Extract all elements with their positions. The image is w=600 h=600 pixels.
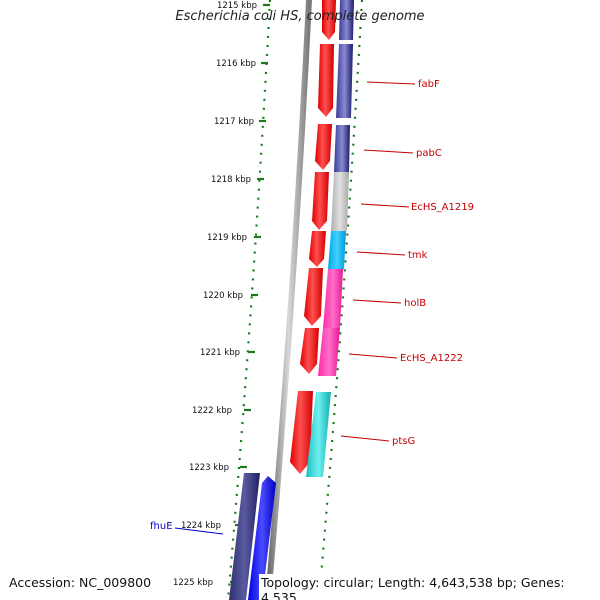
accession-label: Accession: NC_009800 <box>7 574 154 591</box>
tick-label: 1218 kbp <box>211 175 251 185</box>
tick-label: 1219 kbp <box>207 233 247 243</box>
tick-label: 1216 kbp <box>216 59 256 69</box>
tick-label: 1223 kbp <box>189 463 229 473</box>
gene-arrow[interactable] <box>290 391 313 474</box>
tick-label: 1217 kbp <box>214 117 254 127</box>
gene-bar[interactable] <box>306 392 331 477</box>
leader-line <box>363 149 414 154</box>
forward-strand-bars <box>306 0 354 477</box>
gene-label-EcHS_A1219[interactable]: EcHS_A1219 <box>411 202 474 213</box>
leader-line <box>352 299 402 304</box>
gene-bar[interactable] <box>331 172 349 231</box>
gene-bar[interactable] <box>318 328 340 376</box>
gene-label-tmk[interactable]: tmk <box>408 250 428 261</box>
gene-bar[interactable] <box>336 44 353 118</box>
map-title: Escherichia coli HS, complete genome <box>175 9 425 24</box>
gene-arrow[interactable] <box>315 124 332 170</box>
leader-line <box>356 251 406 256</box>
gene-arrow[interactable] <box>309 231 326 267</box>
tick-label: 1225 kbp <box>173 578 213 588</box>
gene-arrow[interactable] <box>304 268 323 326</box>
gene-arrow[interactable] <box>248 476 276 600</box>
gene-arrow[interactable] <box>312 172 329 230</box>
gene-arrow[interactable] <box>322 0 336 40</box>
gene-bar[interactable] <box>339 0 354 40</box>
reverse-strand-genes <box>290 0 336 474</box>
leader-line <box>348 353 398 359</box>
gene-label-fabF[interactable]: fabF <box>418 79 440 90</box>
gene-bar[interactable] <box>328 231 346 269</box>
tick-label: 1221 kbp <box>200 348 240 358</box>
leader-line <box>360 203 410 208</box>
genome-backbone <box>265 0 312 600</box>
gene-label-fhuE[interactable]: fhuE <box>150 521 173 532</box>
leader-line <box>340 435 390 442</box>
tick-label: 1215 kbp <box>217 1 257 11</box>
gene-label-holB[interactable]: holB <box>404 298 426 309</box>
gene-bar[interactable] <box>229 473 260 600</box>
tick-label: 1220 kbp <box>203 291 243 301</box>
gene-label-ptsG[interactable]: ptsG <box>392 436 415 447</box>
gene-label-EcHS_A1222[interactable]: EcHS_A1222 <box>400 353 463 364</box>
gene-arrow[interactable] <box>318 44 334 117</box>
gene-bar[interactable] <box>334 125 350 172</box>
tick-label: 1224 kbp <box>181 521 221 531</box>
leader-line <box>366 81 416 85</box>
topology-label: Topology: circular; Length: 4,643,538 bp… <box>259 574 600 600</box>
gene-arrow[interactable] <box>300 328 319 374</box>
gene-label-pabC[interactable]: pabC <box>416 148 442 159</box>
gene-bar[interactable] <box>323 269 343 328</box>
leader-line <box>174 527 224 535</box>
tick-label: 1222 kbp <box>192 406 232 416</box>
label-leaders <box>174 81 416 535</box>
